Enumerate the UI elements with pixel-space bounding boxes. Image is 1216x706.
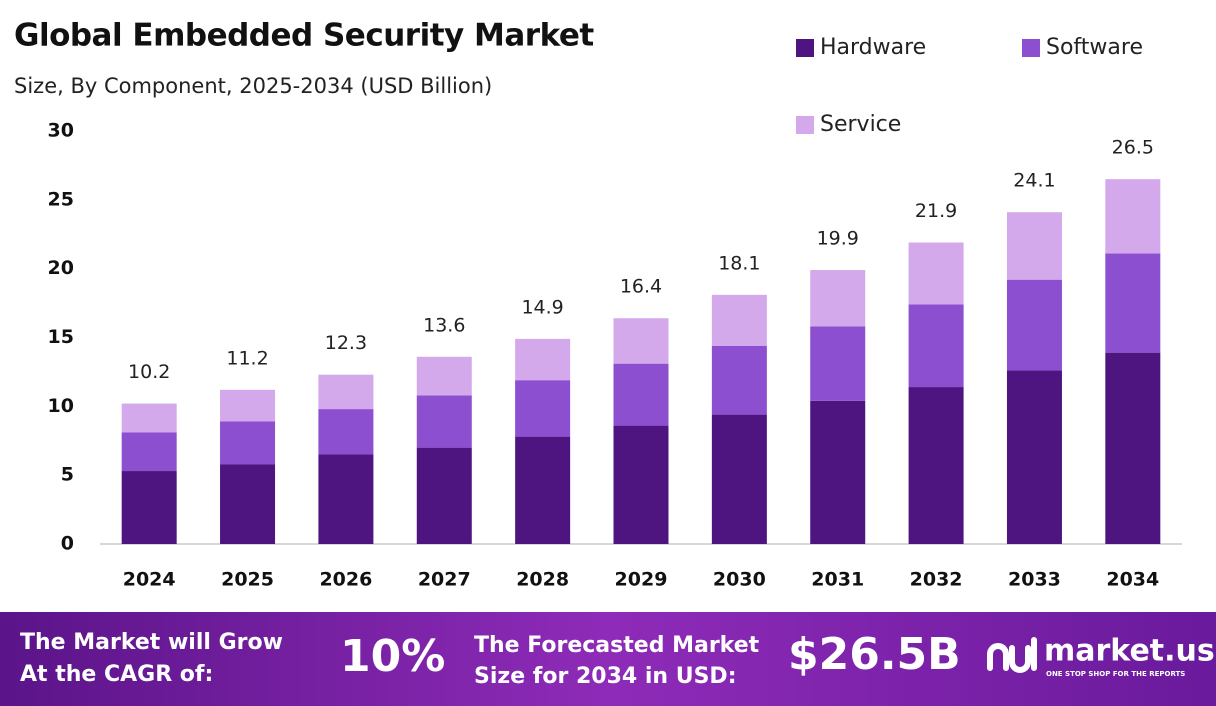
brand-name: market.us bbox=[1044, 634, 1215, 669]
bar-segment bbox=[515, 338, 571, 381]
bar-segment bbox=[515, 380, 571, 437]
bar-segment bbox=[121, 471, 177, 544]
brand-logo bbox=[987, 637, 1037, 673]
bar-segment bbox=[613, 425, 669, 544]
y-tick-label: 0 bbox=[61, 533, 74, 555]
bar-segment bbox=[1105, 352, 1161, 544]
x-tick-label: 2026 bbox=[319, 569, 372, 591]
bar-segment bbox=[318, 374, 374, 410]
legend-label: Service bbox=[820, 112, 901, 137]
y-tick-label: 20 bbox=[48, 257, 74, 279]
legend-label: Software bbox=[1046, 35, 1143, 60]
total-label: 13.6 bbox=[423, 314, 465, 336]
x-tick-label: 2025 bbox=[221, 569, 274, 591]
bar-segment bbox=[908, 242, 964, 305]
y-tick-label: 25 bbox=[48, 188, 74, 210]
bar-segment bbox=[1006, 279, 1062, 371]
legend-swatch bbox=[796, 39, 814, 57]
bar-segment bbox=[613, 363, 669, 426]
y-tick-label: 30 bbox=[48, 120, 74, 142]
x-tick-label: 2033 bbox=[1008, 569, 1061, 591]
bar-segment bbox=[908, 304, 964, 388]
bar-segment bbox=[1006, 212, 1062, 280]
y-tick-label: 15 bbox=[48, 326, 74, 348]
y-tick-label: 10 bbox=[48, 395, 74, 417]
total-label: 21.9 bbox=[915, 200, 957, 222]
footer-cagr-value: 10% bbox=[340, 631, 445, 682]
bar-segment bbox=[318, 454, 374, 544]
x-tick-label: 2024 bbox=[123, 569, 176, 591]
x-tick-label: 2029 bbox=[615, 569, 668, 591]
footer-forecast-text: The Forecasted Market bbox=[474, 633, 760, 658]
total-label: 24.1 bbox=[1013, 170, 1055, 192]
total-label: 26.5 bbox=[1112, 137, 1154, 159]
bar-segment bbox=[1105, 179, 1161, 254]
bar-segment bbox=[220, 389, 276, 422]
chart-subtitle: Size, By Component, 2025-2034 (USD Billi… bbox=[14, 74, 492, 98]
bar-segment bbox=[515, 436, 571, 544]
bar-segment bbox=[1006, 370, 1062, 544]
total-label: 14.9 bbox=[521, 296, 563, 318]
x-tick-label: 2027 bbox=[418, 569, 471, 591]
legend-swatch bbox=[796, 116, 814, 134]
bar-segment bbox=[416, 447, 472, 544]
total-label: 16.4 bbox=[620, 276, 662, 298]
footer-cagr-text: At the CAGR of: bbox=[20, 662, 213, 687]
total-label: 18.1 bbox=[718, 252, 760, 274]
chart-title: Global Embedded Security Market bbox=[14, 18, 594, 54]
bar-segment bbox=[318, 409, 374, 455]
y-tick-label: 5 bbox=[61, 464, 74, 486]
x-tick-label: 2034 bbox=[1106, 569, 1159, 591]
x-tick-label: 2032 bbox=[910, 569, 963, 591]
brand-tagline: ONE STOP SHOP FOR THE REPORTS bbox=[1046, 670, 1185, 678]
bar-segment bbox=[220, 421, 276, 465]
bar-segment bbox=[810, 270, 866, 327]
footer-forecast-value: $26.5B bbox=[788, 629, 961, 680]
bar-segment bbox=[416, 356, 472, 396]
footer-forecast-text: Size for 2034 in USD: bbox=[474, 664, 737, 689]
legend-swatch bbox=[1022, 39, 1040, 57]
x-tick-label: 2031 bbox=[811, 569, 864, 591]
bar-segment bbox=[121, 432, 177, 472]
total-label: 11.2 bbox=[226, 347, 268, 369]
bar-segment bbox=[810, 400, 866, 544]
legend-label: Hardware bbox=[820, 35, 926, 60]
bar-segment bbox=[810, 326, 866, 401]
total-label: 12.3 bbox=[325, 332, 367, 354]
bar-segment bbox=[416, 395, 472, 448]
bar-segment bbox=[908, 387, 964, 544]
bar-segment bbox=[613, 318, 669, 364]
total-label: 19.9 bbox=[817, 228, 859, 250]
bar-segment bbox=[121, 403, 177, 433]
x-tick-label: 2030 bbox=[713, 569, 766, 591]
bar-segment bbox=[711, 414, 767, 544]
bar-segment bbox=[711, 294, 767, 346]
footer-cagr-text: The Market will Grow bbox=[20, 630, 283, 655]
total-label: 10.2 bbox=[128, 361, 170, 383]
bar-segment bbox=[711, 345, 767, 415]
bar-segment bbox=[220, 464, 276, 544]
x-tick-label: 2028 bbox=[516, 569, 569, 591]
bar-segment bbox=[1105, 253, 1161, 353]
